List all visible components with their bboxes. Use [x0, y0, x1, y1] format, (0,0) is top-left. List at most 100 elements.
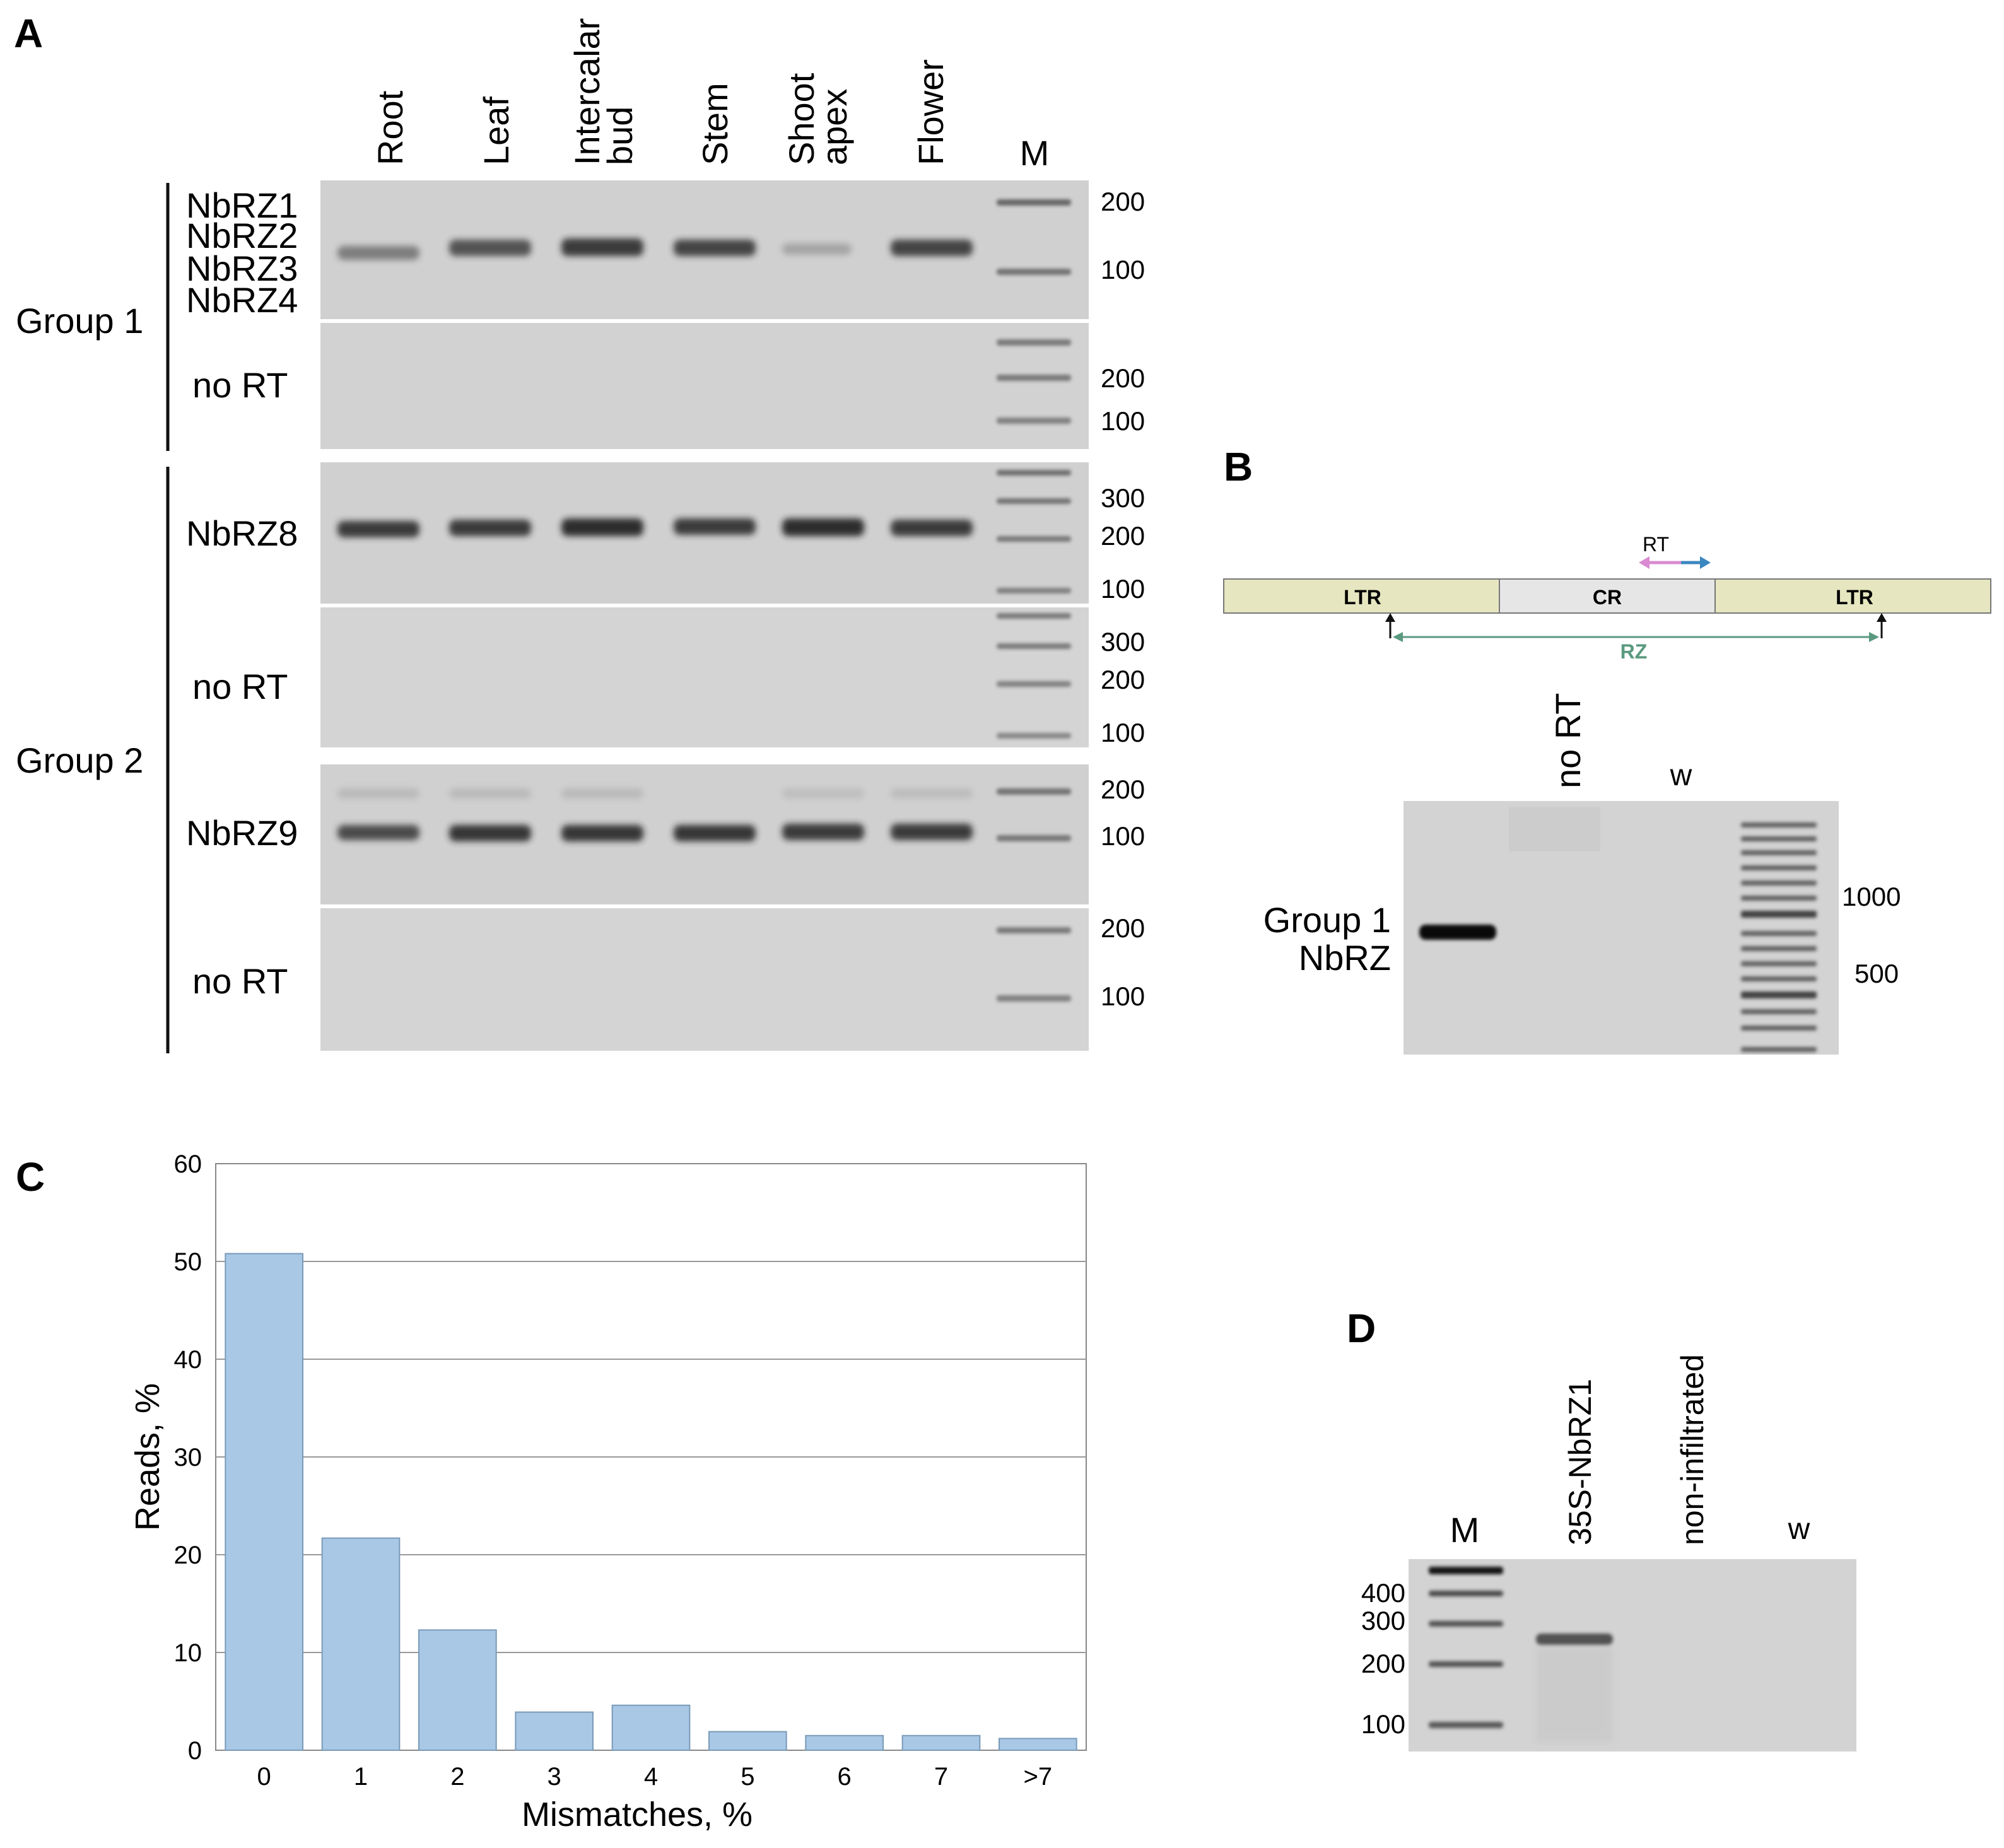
ltr-junction-arrows — [1385, 613, 1887, 638]
bar-8 — [999, 1738, 1077, 1751]
size-g8-300: 300 — [1101, 483, 1145, 513]
cr-box — [1499, 578, 1716, 614]
y-tick-label: 0 — [188, 1737, 202, 1765]
gel-nbrz8 — [320, 462, 1089, 604]
size-g8-100: 100 — [1101, 574, 1145, 604]
no-rt-label-g8: no RT — [192, 667, 288, 706]
size-g8-200: 200 — [1101, 521, 1145, 551]
y-tick-label: 10 — [174, 1639, 202, 1667]
ladder-band — [1741, 865, 1817, 870]
ladder-band — [1741, 896, 1817, 901]
y-tick-label: 20 — [174, 1541, 202, 1569]
bar-7 — [901, 1734, 981, 1751]
bar-2 — [418, 1629, 497, 1752]
ladder-band — [1741, 911, 1817, 918]
size-g9-nort-100: 100 — [1101, 981, 1145, 1011]
panel-a: Root Leaf Intercalarbud Stem Shootapex F… — [16, 18, 1145, 1053]
ladder-band — [1741, 1047, 1817, 1052]
panel-d: M 35S-NbRZ1 non-infiltrated w 400 300 20… — [1361, 1354, 1856, 1752]
group2-label: Group 2 — [16, 740, 143, 780]
y-tick-label: 30 — [174, 1444, 202, 1471]
size-d-300: 300 — [1361, 1606, 1405, 1635]
ladder-band — [1741, 961, 1817, 966]
panel-letter-d: D — [1347, 1306, 1376, 1351]
size-g9-200: 200 — [1101, 775, 1145, 804]
ladder-band — [1741, 822, 1817, 828]
cr-label: CR — [1593, 586, 1622, 609]
bar-4 — [611, 1704, 691, 1751]
panel-b: LTR CR LTR RT RZ no RT w — [1223, 533, 1991, 1055]
size-g9-nort-200: 200 — [1101, 913, 1145, 943]
lane-header-flower: Flower — [911, 59, 951, 165]
ladder-band — [1741, 1009, 1817, 1014]
no-rt-label-g9: no RT — [192, 961, 288, 1001]
rt-primer-label: RT — [1643, 533, 1669, 556]
bar-0 — [225, 1253, 304, 1751]
lane-header-b-w: w — [1670, 759, 1692, 792]
lane-headers: Root Leaf Intercalarbud Stem Shootapex F… — [370, 18, 1049, 173]
size-g8-nort-300: 300 — [1101, 627, 1145, 657]
gene-label-nbrz8: NbRZ8 — [186, 513, 298, 553]
panel-letter-a: A — [14, 11, 43, 56]
lane-header-stem: Stem — [695, 83, 735, 165]
size-g8-nort-200: 200 — [1101, 665, 1145, 694]
lane-header-d-m: M — [1450, 1510, 1480, 1550]
size-b-500: 500 — [1855, 959, 1899, 988]
ltr-right-box — [1714, 578, 1991, 614]
x-tick-label: 3 — [548, 1763, 561, 1791]
bar-5 — [708, 1731, 787, 1752]
x-tick-label: 6 — [838, 1763, 852, 1791]
band-label-b-1: Group 1 — [1263, 900, 1391, 940]
gel-nbrz9 — [320, 764, 1089, 904]
gene-label-nbrz2: NbRZ2 — [186, 216, 298, 255]
ladder-band — [1741, 880, 1817, 886]
ladder-band — [1741, 946, 1817, 951]
lane-header-intercalar-bud: Intercalarbud — [567, 18, 640, 165]
lane-header-b-no-rt: no RT — [1548, 693, 1588, 788]
ladder-band — [1741, 976, 1817, 981]
gene-label-nbrz9: NbRZ9 — [186, 813, 298, 853]
bar-1 — [321, 1537, 401, 1751]
panel-letter-c: C — [16, 1154, 45, 1200]
group1-label: Group 1 — [16, 301, 143, 341]
band-label-b-2: NbRZ — [1299, 938, 1391, 978]
gene-label-nbrz4: NbRZ4 — [186, 280, 298, 320]
size-d-200: 200 — [1361, 1649, 1405, 1678]
x-tick-label: 0 — [257, 1763, 271, 1791]
gel-panel-b — [1403, 801, 1839, 1055]
size-d-100: 100 — [1361, 1709, 1405, 1739]
x-tick-labels: 0 1 2 3 4 5 6 7 >7 — [257, 1763, 1053, 1791]
lane-header-shoot-apex: Shootapex — [782, 73, 854, 165]
size-b-1000: 1000 — [1842, 882, 1901, 911]
y-tick-label: 50 — [174, 1248, 202, 1276]
y-tick-label: 60 — [174, 1150, 202, 1178]
ltr-left-label: LTR — [1344, 586, 1381, 609]
size-g1-nort-100: 100 — [1101, 406, 1145, 436]
x-tick-label: 5 — [741, 1763, 754, 1791]
lane-header-leaf: Leaf — [476, 96, 516, 165]
gel-nbrz8-no-rt — [320, 607, 1089, 747]
size-g1-100: 100 — [1101, 255, 1145, 284]
gel-group1-no-rt — [320, 323, 1089, 449]
ladder-band — [1741, 850, 1817, 855]
rz-label: RZ — [1620, 640, 1648, 663]
panel-c: 0 10 20 30 40 50 60 0 1 2 3 4 5 6 7 >7 Mismatches, % R… — [129, 1150, 1087, 1833]
ladder-band — [1741, 991, 1817, 998]
gel-panel-d — [1409, 1559, 1856, 1752]
gel-nbrz1-4 — [320, 180, 1089, 319]
bars — [225, 1253, 1077, 1752]
lane-header-marker: M — [1020, 133, 1050, 173]
y-axis-label: Reads, % — [129, 1383, 167, 1531]
lane-header-root: Root — [370, 90, 410, 165]
x-tick-label: >7 — [1024, 1763, 1053, 1791]
no-rt-label-g1: no RT — [192, 365, 288, 405]
y-tick-label: 40 — [174, 1346, 202, 1374]
size-g1-nort-200: 200 — [1101, 363, 1145, 393]
ladder-band — [1741, 1026, 1817, 1031]
x-axis-label: Mismatches, % — [522, 1796, 753, 1833]
y-tick-labels: 0 10 20 30 40 50 60 — [174, 1150, 202, 1765]
gene-label-nbrz1: NbRZ1 — [186, 185, 298, 225]
lane-header-d-35s: 35S-NbRZ1 — [1562, 1379, 1598, 1545]
ltr-left-box — [1223, 578, 1500, 614]
